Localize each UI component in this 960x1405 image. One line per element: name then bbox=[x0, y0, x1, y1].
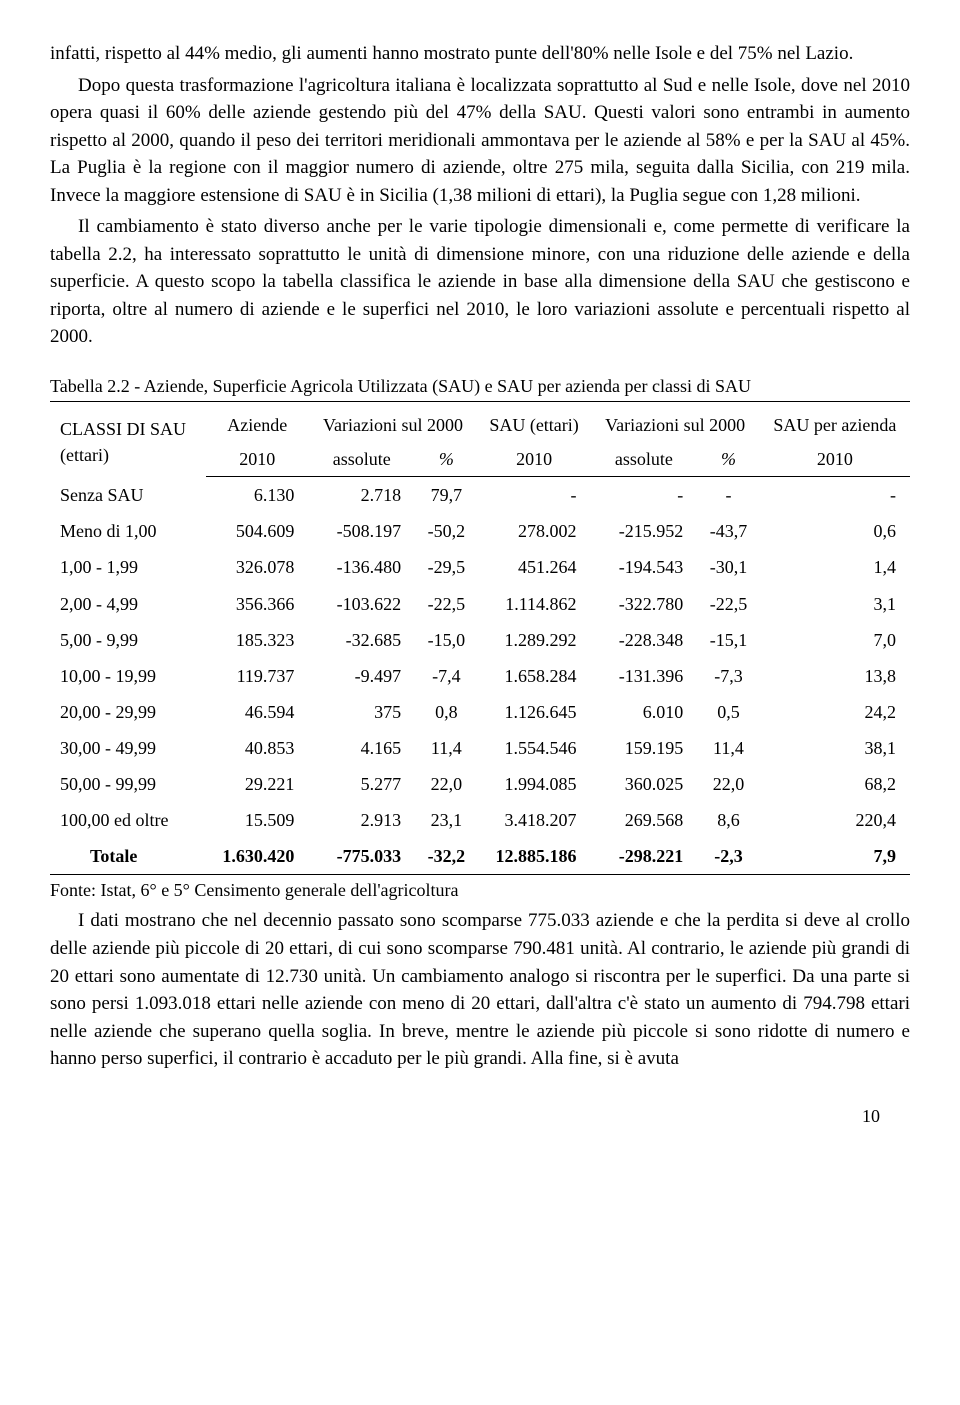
data-table: CLASSI DI SAU (ettari) Aziende Variazion… bbox=[50, 408, 910, 875]
paragraph-3: Il cambiamento è stato diverso anche per… bbox=[50, 213, 910, 351]
col-header-aziende: Aziende bbox=[206, 408, 308, 442]
col-header-spa: SAU per azienda bbox=[760, 408, 910, 442]
table-row: 30,00 - 49,9940.8534.16511,41.554.546159… bbox=[50, 730, 910, 766]
subhead-sau-pct: % bbox=[697, 442, 760, 477]
paragraph-2: Dopo questa trasformazione l'agricoltura… bbox=[50, 72, 910, 210]
table-row: 2,00 - 4,99356.366-103.622-22,51.114.862… bbox=[50, 586, 910, 622]
table-source: Fonte: Istat, 6° e 5° Censimento general… bbox=[50, 877, 910, 903]
paragraph-1: infatti, rispetto al 44% medio, gli aume… bbox=[50, 40, 910, 68]
table-row: 1,00 - 1,99326.078-136.480-29,5451.264-1… bbox=[50, 549, 910, 585]
col-header-sau: SAU (ettari) bbox=[478, 408, 591, 442]
table-row: 100,00 ed oltre15.5092.91323,13.418.2072… bbox=[50, 802, 910, 838]
table-row: 20,00 - 29,9946.5943750,81.126.6456.0100… bbox=[50, 694, 910, 730]
table-total-row: Totale1.630.420-775.033-32,212.885.186-2… bbox=[50, 838, 910, 875]
table-row: Meno di 1,00504.609-508.197-50,2278.002-… bbox=[50, 513, 910, 549]
table-row: Senza SAU6.1302.71879,7---- bbox=[50, 477, 910, 514]
col-header-var2: Variazioni sul 2000 bbox=[591, 408, 760, 442]
subhead-sau-year: 2010 bbox=[478, 442, 591, 477]
paragraph-4: I dati mostrano che nel decennio passato… bbox=[50, 907, 910, 1072]
col-header-class: CLASSI DI SAU (ettari) bbox=[50, 408, 206, 477]
table-caption: Tabella 2.2 - Aziende, Superficie Agrico… bbox=[50, 373, 910, 402]
subhead-spa-year: 2010 bbox=[760, 442, 910, 477]
table-row: 5,00 - 9,99185.323-32.685-15,01.289.292-… bbox=[50, 622, 910, 658]
table-row: 10,00 - 19,99119.737-9.497-7,41.658.284-… bbox=[50, 658, 910, 694]
subhead-sau-abs: assolute bbox=[591, 442, 698, 477]
subhead-az-pct: % bbox=[415, 442, 478, 477]
table-row: 50,00 - 99,9929.2215.27722,01.994.085360… bbox=[50, 766, 910, 802]
subhead-az-abs: assolute bbox=[308, 442, 415, 477]
page-number: 10 bbox=[50, 1103, 910, 1129]
subhead-az-year: 2010 bbox=[206, 442, 308, 477]
col-header-var1: Variazioni sul 2000 bbox=[308, 408, 477, 442]
